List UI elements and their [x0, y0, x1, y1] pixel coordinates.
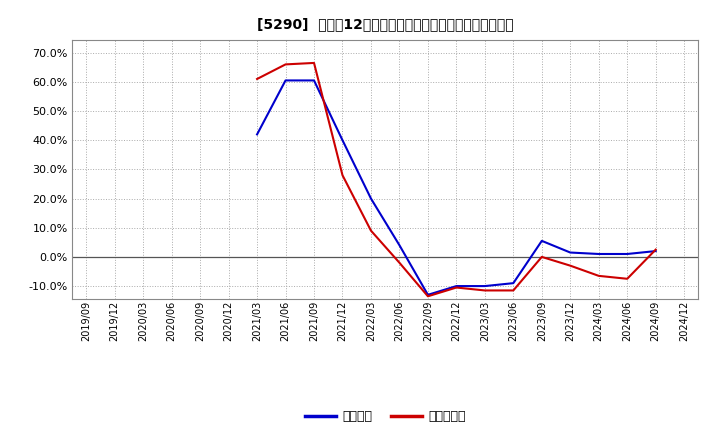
当期純利益: [509, 288, 518, 293]
当期純利益: [366, 228, 375, 233]
経常利益: [623, 251, 631, 257]
当期純利益: [566, 263, 575, 268]
当期純利益: [595, 273, 603, 279]
当期純利益: [395, 260, 404, 265]
経常利益: [310, 78, 318, 83]
Legend: 経常利益, 当期純利益: 経常利益, 当期純利益: [300, 405, 471, 428]
経常利益: [537, 238, 546, 243]
経常利益: [366, 196, 375, 201]
Line: 当期純利益: 当期純利益: [257, 63, 656, 296]
経常利益: [452, 283, 461, 289]
Title: [5290]  利益の12か月移動合計の対前年同期増減率の推移: [5290] 利益の12か月移動合計の対前年同期増減率の推移: [257, 18, 513, 32]
当期純利益: [253, 76, 261, 81]
当期純利益: [310, 60, 318, 66]
経常利益: [423, 292, 432, 297]
当期純利益: [480, 288, 489, 293]
当期純利益: [452, 285, 461, 290]
経常利益: [282, 78, 290, 83]
Line: 経常利益: 経常利益: [257, 81, 656, 295]
経常利益: [595, 251, 603, 257]
当期純利益: [338, 172, 347, 178]
経常利益: [253, 132, 261, 137]
経常利益: [566, 250, 575, 255]
経常利益: [509, 281, 518, 286]
経常利益: [480, 283, 489, 289]
当期純利益: [623, 276, 631, 282]
当期純利益: [282, 62, 290, 67]
当期純利益: [537, 254, 546, 260]
経常利益: [652, 249, 660, 254]
当期純利益: [423, 293, 432, 299]
経常利益: [338, 138, 347, 143]
経常利益: [395, 242, 404, 248]
当期純利益: [652, 247, 660, 252]
